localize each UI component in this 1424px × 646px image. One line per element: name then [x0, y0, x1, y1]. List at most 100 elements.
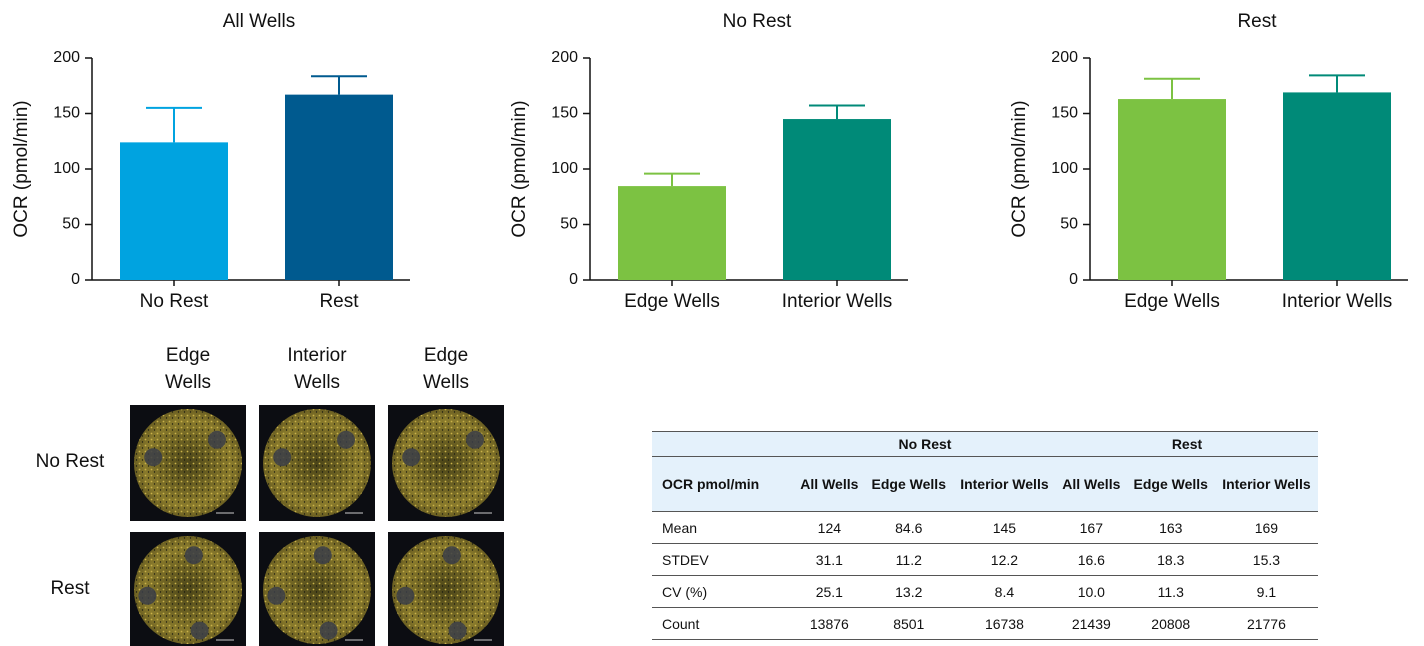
table-cell: 145	[953, 512, 1056, 544]
table-cell: 11.2	[865, 544, 953, 576]
bar	[285, 95, 393, 280]
y-tick-label: 50	[1060, 216, 1078, 233]
table-cell: 21776	[1215, 608, 1318, 640]
table-cell: 8.4	[953, 576, 1056, 608]
microscope-image	[388, 405, 504, 521]
row-label: No Rest	[20, 451, 120, 473]
y-tick-label: 200	[1051, 49, 1078, 66]
row-label: CV (%)	[652, 576, 794, 608]
table-cell: 9.1	[1215, 576, 1318, 608]
spot	[320, 622, 338, 640]
table-cell: 18.3	[1127, 544, 1215, 576]
x-tick-label: Rest	[319, 291, 359, 312]
spot	[144, 448, 162, 466]
x-tick-label: Edge Wells	[624, 291, 720, 312]
bar	[1283, 92, 1391, 280]
y-tick-label: 150	[551, 105, 578, 122]
chart-title: All Wells	[223, 11, 296, 32]
row-label: STDEV	[652, 544, 794, 576]
spot	[208, 431, 226, 449]
table-cell: 21439	[1056, 608, 1127, 640]
row-label: Rest	[20, 578, 120, 600]
column-header: Interior Wells	[953, 457, 1056, 512]
column-header: All Wells	[794, 457, 865, 512]
y-tick-label: 50	[62, 216, 80, 233]
corner-spacer	[652, 432, 794, 457]
y-tick-label: 0	[1069, 271, 1078, 288]
table-cell: 167	[1056, 512, 1127, 544]
group-header: No Rest	[794, 432, 1056, 457]
chart-title: No Rest	[723, 11, 792, 32]
y-tick-label: 150	[53, 105, 80, 122]
table-cell: 8501	[865, 608, 953, 640]
y-tick-label: 0	[569, 271, 578, 288]
bar	[783, 119, 891, 280]
spot	[191, 622, 209, 640]
table-cell: 11.3	[1127, 576, 1215, 608]
microscope-image	[259, 532, 375, 646]
table-cell: 163	[1127, 512, 1215, 544]
y-tick-label: 200	[551, 49, 578, 66]
y-axis-label: OCR (pmol/min)	[1009, 100, 1030, 237]
microscope-image	[130, 405, 246, 521]
table-cell: 20808	[1127, 608, 1215, 640]
x-tick-label: Interior Wells	[1282, 291, 1393, 312]
microscope-image	[259, 405, 375, 521]
table-cell: 13.2	[865, 576, 953, 608]
table-cell: 16738	[953, 608, 1056, 640]
spot	[314, 546, 332, 564]
y-tick-label: 100	[1051, 160, 1078, 177]
bar	[618, 186, 726, 280]
group-header: Rest	[1056, 432, 1318, 457]
table-cell: 84.6	[865, 512, 953, 544]
spot	[267, 587, 285, 605]
table-cell: 15.3	[1215, 544, 1318, 576]
column-header: Interior Wells	[1215, 457, 1318, 512]
table-cell: 31.1	[794, 544, 865, 576]
table-cell: 16.6	[1056, 544, 1127, 576]
y-tick-label: 100	[551, 160, 578, 177]
table-cell: 12.2	[953, 544, 1056, 576]
x-tick-label: Edge Wells	[1124, 291, 1220, 312]
column-header: Edge Wells	[1127, 457, 1215, 512]
spot	[449, 622, 467, 640]
page: All Wells OCR (pmol/min) 0 50 100 150 200 No Re…	[0, 0, 1424, 646]
spot	[273, 448, 291, 466]
table-cell: 25.1	[794, 576, 865, 608]
column-label: Edge Wells	[401, 342, 491, 396]
column-label: Interior Wells	[272, 342, 362, 396]
x-tick-label: Interior Wells	[782, 291, 893, 312]
row-label: Count	[652, 608, 794, 640]
spot	[402, 448, 420, 466]
spot	[466, 431, 484, 449]
y-axis-label: OCR (pmol/min)	[11, 100, 32, 237]
row-label: Mean	[652, 512, 794, 544]
table-cell: 124	[794, 512, 865, 544]
chart-title: Rest	[1237, 11, 1277, 32]
table-cell: 169	[1215, 512, 1318, 544]
y-axis-label: OCR (pmol/min)	[509, 100, 530, 237]
spot	[396, 587, 414, 605]
spot	[138, 587, 156, 605]
spot	[337, 431, 355, 449]
y-tick-label: 50	[560, 216, 578, 233]
table-cell: 10.0	[1056, 576, 1127, 608]
y-tick-label: 100	[53, 160, 80, 177]
bar	[120, 142, 228, 280]
table-cell: 13876	[794, 608, 865, 640]
column-label: Edge Wells	[143, 342, 233, 396]
y-tick-label: 0	[71, 271, 80, 288]
corner-header: OCR pmol/min	[652, 457, 794, 512]
microscope-image	[130, 532, 246, 646]
spot	[443, 546, 461, 564]
y-tick-label: 150	[1051, 105, 1078, 122]
y-tick-label: 200	[53, 49, 80, 66]
spot	[185, 546, 203, 564]
